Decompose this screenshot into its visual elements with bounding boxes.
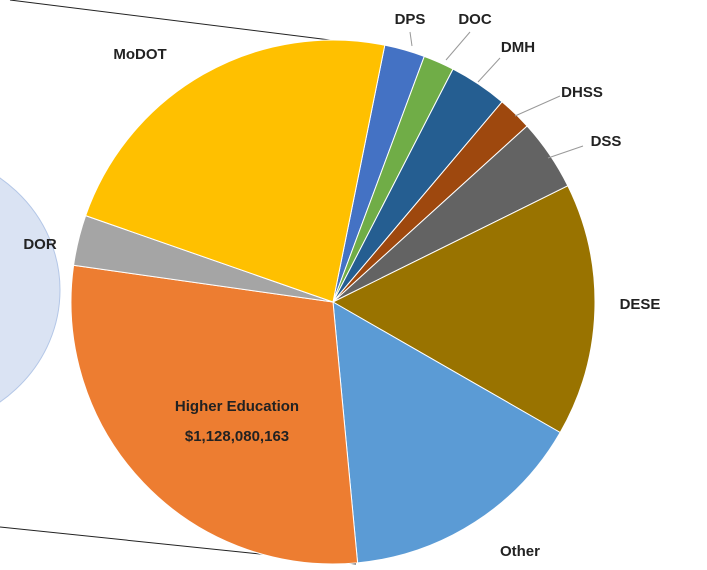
- pie-slice: [84, 39, 386, 303]
- slice-label: DPS: [395, 11, 426, 28]
- slice-label: MoDOT: [113, 46, 166, 63]
- slice-label-box: Higher Education $1,128,080,163: [162, 392, 312, 452]
- pie-slice: [70, 264, 359, 565]
- pie-slice: [332, 301, 561, 564]
- slice-label: DESE: [620, 296, 661, 313]
- slice-label: DSS: [591, 133, 622, 150]
- connector-line: [9, 0, 347, 43]
- leader-line: [514, 95, 561, 117]
- slice-label: Other: [500, 543, 540, 560]
- leader-line: [477, 57, 501, 83]
- slice-label: Higher Education: [174, 398, 300, 415]
- value-label: $1,128,080,163: [184, 428, 290, 445]
- leader-line: [445, 31, 471, 61]
- secondary-pie-edge: [0, 177, 61, 403]
- slice-label: DMH: [501, 39, 535, 56]
- slice-label: DHSS: [561, 84, 603, 101]
- slice-label: DOC: [458, 11, 492, 28]
- leader-line: [409, 31, 413, 47]
- pie-slice: [331, 185, 596, 434]
- slice-label: DOR: [23, 236, 57, 253]
- leader-line: [547, 145, 584, 159]
